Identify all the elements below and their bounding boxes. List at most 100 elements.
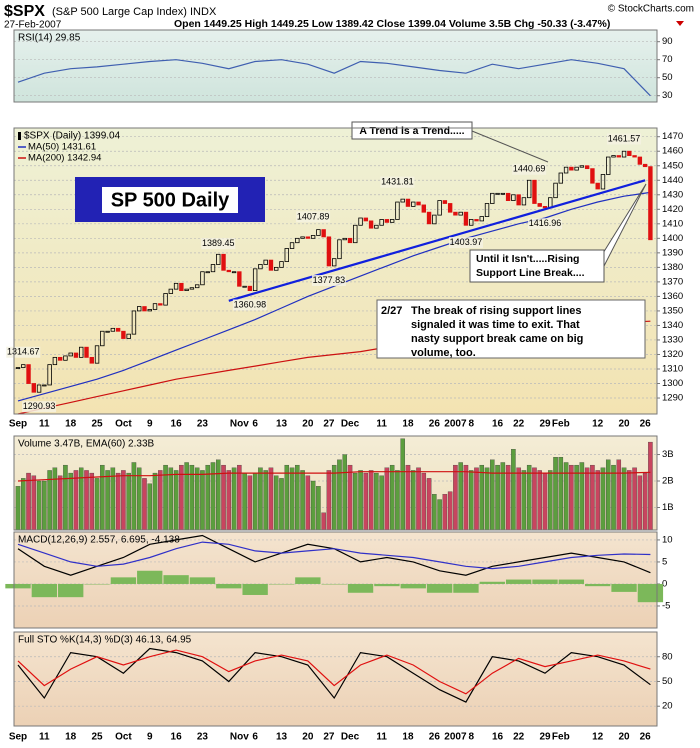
candle: [295, 237, 300, 244]
volume-bar: [616, 459, 622, 531]
y-tick-label: 1440: [662, 175, 683, 186]
y-tick-label: 80: [662, 651, 673, 662]
candle: [463, 211, 469, 226]
panel-frame: [13, 531, 658, 629]
note-line: The break of rising support lines: [411, 305, 582, 317]
volume-bar: [326, 470, 332, 531]
volume-bar: [305, 475, 311, 531]
volume-bar: [147, 483, 152, 531]
histogram-bar: [84, 583, 110, 585]
y-tick-label: 1B: [662, 502, 674, 513]
candle: [500, 192, 506, 195]
price-label: 1407.89: [297, 211, 330, 221]
candle: [42, 384, 47, 387]
candle: [447, 203, 453, 213]
candle: [184, 288, 189, 291]
volume-bar: [78, 467, 84, 531]
volume-bar: [210, 462, 216, 531]
candle: [621, 150, 627, 158]
candle: [126, 333, 131, 339]
y-tick-label: 50: [662, 72, 673, 83]
ema-line: [17, 471, 651, 482]
y-tick-label: 30: [662, 90, 673, 101]
volume-bar: [479, 464, 485, 531]
x-tick-label: 26: [429, 732, 441, 743]
panel-background: [14, 632, 657, 726]
candle: [437, 200, 442, 216]
candle: [600, 174, 606, 190]
volume-bar: [447, 491, 453, 531]
x-tick-label: Feb: [552, 419, 570, 430]
volume-bar: [115, 472, 121, 531]
volume-bar: [221, 464, 226, 531]
histogram-bar: [505, 579, 532, 584]
label-box-inner: [102, 187, 238, 213]
volume-bar: [574, 464, 579, 531]
volume-bar: [368, 470, 374, 531]
histogram-bar: [532, 579, 558, 584]
candle: [57, 356, 63, 361]
volume-bar: [194, 467, 200, 531]
candle: [200, 271, 205, 286]
histogram-bar: [558, 579, 585, 584]
x-tick-label: Sep: [9, 732, 27, 743]
candle: [537, 203, 542, 207]
volume-bar: [273, 475, 279, 531]
x-tick-label: 25: [91, 732, 103, 743]
panel-frame: [13, 29, 658, 103]
volume-bar: [310, 480, 316, 531]
volume-bar: [200, 470, 205, 531]
panel-title: Volume 3.47B, EMA(60) 2.33B: [18, 439, 155, 450]
price-label: 1377.83: [313, 275, 346, 285]
candle: [94, 345, 100, 364]
candle: [84, 346, 89, 358]
y-tick-label: 3B: [662, 449, 674, 460]
volume-bar: [569, 464, 574, 531]
candle: [226, 269, 231, 273]
candle: [305, 236, 311, 239]
volume-bar: [110, 467, 116, 531]
candle: [237, 271, 242, 287]
x-tick-label: 18: [65, 732, 77, 743]
quote: Open 1449.25 High 1449.25 Low 1389.42 Cl…: [174, 18, 610, 30]
down-arrow-icon: [676, 21, 684, 26]
indicator-line: [17, 649, 651, 695]
candle: [247, 285, 253, 291]
candle: [274, 266, 279, 271]
candle: [495, 192, 500, 195]
price-label-bg: [6, 346, 41, 358]
histogram-bar: [321, 583, 347, 585]
y-tick-label: 1300: [662, 378, 683, 389]
volume-bar: [605, 459, 611, 531]
x-tick-label: 9: [147, 732, 153, 743]
price-label: 1290.93: [23, 401, 56, 411]
x-tick-label: 11: [376, 732, 387, 743]
y-tick-label: 1470: [662, 131, 683, 142]
label-box-text: SP 500 Daily: [111, 189, 230, 211]
candle: [168, 288, 174, 294]
volume-bar: [84, 470, 89, 531]
volume-bar: [621, 467, 627, 531]
histogram-bar: [137, 570, 163, 584]
volume-bar: [395, 470, 400, 531]
x-tick-label: 22: [513, 419, 525, 430]
volume-bar: [342, 454, 347, 531]
annotation: A Trend is a Trend.....: [359, 125, 464, 137]
panel-title: Full STO %K(14,3) %D(3) 46.13, 64.95: [18, 635, 192, 646]
x-tick-label: 16: [492, 732, 504, 743]
candle: [284, 248, 289, 262]
candle: [68, 352, 73, 357]
volume-bar: [600, 467, 606, 531]
candle: [490, 192, 495, 204]
volume-bar: [532, 467, 537, 531]
x-tick-label: 9: [147, 419, 153, 430]
candle: [426, 211, 432, 225]
volume-bar: [400, 438, 405, 531]
volume-bar: [158, 470, 163, 531]
legend-title: $SPX (Daily) 1399.04: [24, 131, 121, 142]
x-tick-label: Nov: [230, 732, 249, 743]
candle: [205, 271, 210, 274]
candle: [131, 310, 137, 335]
candle: [584, 165, 590, 170]
histogram-bar: [295, 577, 321, 584]
